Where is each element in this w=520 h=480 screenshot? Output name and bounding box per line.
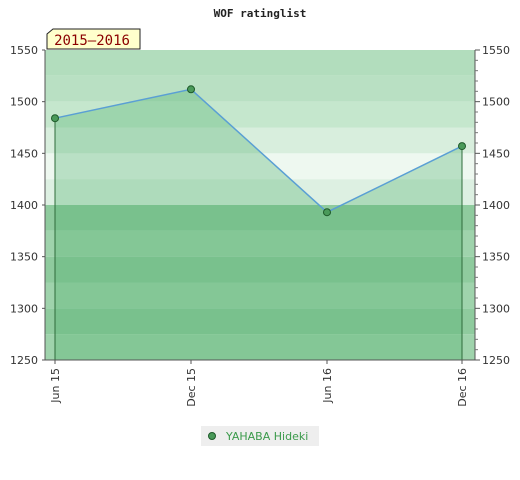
y-tick-label: 1300 <box>10 302 38 315</box>
plot-background-bands <box>45 50 475 360</box>
legend-series-label: YAHABA Hideki <box>225 430 308 443</box>
plot-band <box>45 256 475 283</box>
y-tick-label-right: 1250 <box>482 354 510 367</box>
y-axis-left-ticks: 1250 1300 1350 1400 1450 1500 1550 <box>10 44 45 367</box>
y-tick-label-right: 1500 <box>482 96 510 109</box>
legend[interactable]: YAHABA Hideki <box>201 426 319 446</box>
y-tick-label-right: 1350 <box>482 251 510 264</box>
y-tick-label: 1350 <box>10 251 38 264</box>
data-point[interactable] <box>458 142 466 151</box>
data-point[interactable] <box>51 114 59 123</box>
y-tick-label-right: 1450 <box>482 147 510 160</box>
y-tick-label: 1450 <box>10 147 38 160</box>
x-tick-label: Jun 16 <box>321 368 334 404</box>
series-line <box>54 88 463 214</box>
series-area-fill <box>55 89 462 361</box>
x-tick-label: Dec 16 <box>456 368 469 407</box>
plot-band <box>45 282 475 309</box>
plot-band <box>45 50 475 76</box>
x-axis-ticks: Jun 15 Dec 15 Jun 16 Dec 16 <box>49 360 469 407</box>
plot-band <box>45 101 475 128</box>
y-axis-right-ticks: 1250 1300 1350 1400 1450 1500 1550 <box>475 44 510 367</box>
series-markers <box>51 85 466 217</box>
plot-band <box>45 127 475 154</box>
y-tick-label: 1500 <box>10 96 38 109</box>
x-tick-label: Jun 15 <box>49 368 62 404</box>
period-label: 2015–2016 <box>54 33 130 49</box>
y-tick-label-right: 1300 <box>482 302 510 315</box>
y-tick-label-right: 1400 <box>482 199 510 212</box>
x-tick-label: Dec 15 <box>185 368 198 407</box>
plot-band <box>45 308 475 335</box>
series-line-path <box>54 88 463 214</box>
legend-marker <box>208 432 216 440</box>
y-tick-label-right: 1550 <box>482 44 510 57</box>
chart-title: WOF ratinglist <box>214 7 307 20</box>
period-badge: 2015–2016 <box>46 28 141 50</box>
y-tick-label: 1400 <box>10 199 38 212</box>
y-tick-label: 1550 <box>10 44 38 57</box>
plot-band <box>45 334 475 360</box>
plot-band <box>45 205 475 231</box>
plot-band <box>45 75 475 102</box>
plot-band <box>45 179 475 205</box>
data-point[interactable] <box>187 85 195 94</box>
plot-band <box>45 230 475 257</box>
series-area <box>55 89 462 361</box>
series-droplines <box>54 118 463 360</box>
data-point[interactable] <box>323 208 331 217</box>
y-tick-label: 1250 <box>10 354 38 367</box>
